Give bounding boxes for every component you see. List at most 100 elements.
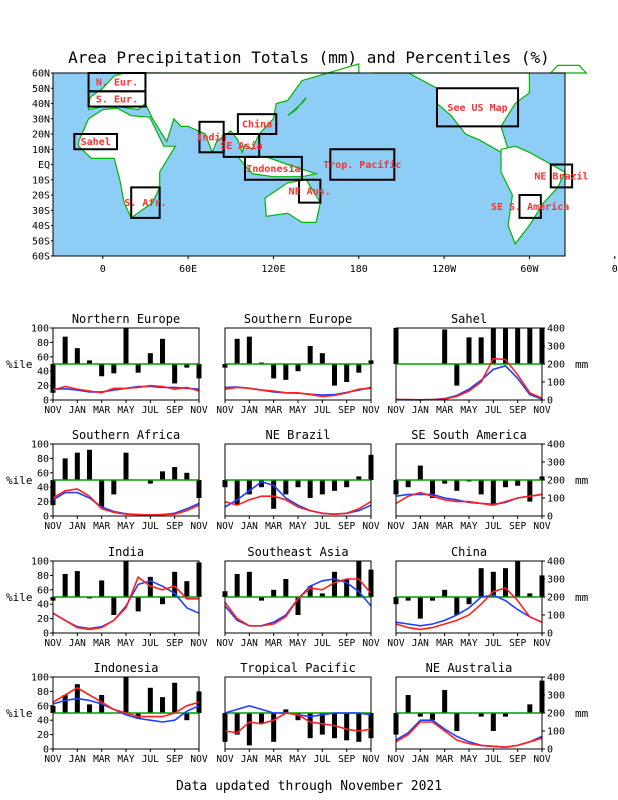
percentile-bar xyxy=(295,597,301,615)
region-map: 60N 50N 40N 30N 20N 10N EQ 10S 20S 30S 40S 50S 60S 0… xyxy=(32,63,618,275)
pct-tick-label: 40 xyxy=(37,483,49,494)
mm-tick-label: 0 xyxy=(547,745,553,756)
percentile-bar xyxy=(527,328,533,364)
percentile-bar xyxy=(87,704,92,713)
mm-axis-label: mm xyxy=(575,474,589,487)
percentile-bar xyxy=(490,328,496,364)
month-tick-label: MAR xyxy=(93,405,110,416)
lon-tick-label: 0 xyxy=(612,264,618,275)
month-tick-label: MAR xyxy=(265,754,282,765)
month-tick-label: NOV xyxy=(387,638,404,649)
map-lat-labels: 60N 50N 40N 30N 20N 10N EQ 10S 20S 30S 40S 50S 60S xyxy=(32,69,53,263)
mm-tick-label: 300 xyxy=(547,691,565,702)
percentile-bar xyxy=(430,713,435,721)
lat-tick-label: EQ xyxy=(38,160,50,171)
mm-axis-label: mm xyxy=(575,358,589,371)
region-box xyxy=(549,163,574,189)
month-tick-label: NOV xyxy=(362,405,379,416)
percentile-bar xyxy=(319,353,325,364)
month-tick-label: MAR xyxy=(436,521,453,532)
land-shape xyxy=(549,64,588,74)
percentile-bar xyxy=(246,571,252,597)
percentile-bar xyxy=(478,713,484,717)
month-tick-label: MAY xyxy=(117,754,134,765)
percentile-bar xyxy=(405,695,411,713)
percentile-bar xyxy=(405,597,411,601)
percentile-bar xyxy=(271,364,277,379)
month-tick-label: SEP xyxy=(166,405,183,416)
observed-precip-line xyxy=(224,578,372,627)
percentile-bar xyxy=(99,580,105,597)
percentile-bar xyxy=(527,480,533,502)
percentile-bar xyxy=(123,561,129,597)
month-tick-label: MAY xyxy=(289,405,306,416)
pct-axis-label: %ile xyxy=(6,358,33,371)
percentile-bar xyxy=(430,597,435,601)
percentile-bar xyxy=(99,480,105,508)
pct-tick-label: 20 xyxy=(37,381,49,392)
month-tick-label: NOV xyxy=(190,638,207,649)
lon-tick-label: 180 xyxy=(350,264,368,275)
pct-tick-label: 40 xyxy=(37,716,49,727)
panel-title: Sahel xyxy=(451,312,487,326)
region-box xyxy=(329,148,396,181)
month-tick-label: NOV xyxy=(190,405,207,416)
month-tick-label: JUL xyxy=(142,521,159,532)
normal-precip-line xyxy=(395,364,543,401)
month-tick-label: MAR xyxy=(265,405,282,416)
percentile-bar xyxy=(417,713,423,717)
percentile-bar xyxy=(160,471,165,480)
lat-tick-label: 60N xyxy=(32,69,50,80)
month-tick-label: MAR xyxy=(93,521,110,532)
pct-tick-label: 0 xyxy=(43,396,49,407)
lat-tick-label: 30N xyxy=(32,114,50,125)
month-tick-label: NOV xyxy=(190,754,207,765)
percentile-bar xyxy=(454,597,460,615)
percentile-bar xyxy=(307,480,313,498)
lon-tick-label: 120E xyxy=(261,264,285,275)
percentile-bar xyxy=(111,364,117,374)
percentile-bar xyxy=(283,480,289,495)
percentile-bar xyxy=(246,480,252,495)
percentile-bar xyxy=(356,364,362,373)
month-tick-label: MAY xyxy=(460,405,477,416)
panel-tropical-pacific: Tropical Pacific NOV JAN MAR MAY JUL SEP NOV xyxy=(216,661,379,765)
mm-axis-label: mm xyxy=(575,591,589,604)
lat-tick-label: 50N xyxy=(32,84,50,95)
month-tick-label: MAY xyxy=(289,521,306,532)
pct-tick-label: 80 xyxy=(37,687,49,698)
month-tick-label: JUL xyxy=(485,405,502,416)
percentile-bar xyxy=(147,687,153,713)
month-tick-label: NOV xyxy=(533,405,550,416)
percentile-bar xyxy=(356,713,362,742)
observed-precip-line xyxy=(224,712,372,734)
month-tick-label: NOV xyxy=(362,521,379,532)
region-label: Sahel xyxy=(81,137,111,148)
month-tick-label: SEP xyxy=(338,405,355,416)
percentile-bar xyxy=(319,480,325,495)
percentile-bar xyxy=(246,336,252,364)
month-tick-label: SEP xyxy=(338,754,355,765)
pct-tick-label: 60 xyxy=(37,701,49,712)
mm-tick-label: 0 xyxy=(547,629,553,640)
month-tick-label: JUL xyxy=(314,521,331,532)
month-tick-label: SEP xyxy=(338,638,355,649)
percentile-bar xyxy=(234,338,240,364)
mm-tick-label: 300 xyxy=(547,342,565,353)
month-tick-label: JAN xyxy=(69,754,86,765)
percentile-bar xyxy=(99,364,105,377)
percentile-bar xyxy=(417,597,423,619)
percentile-bar xyxy=(466,597,472,605)
percentile-bar xyxy=(87,360,92,364)
percentile-bar xyxy=(344,579,350,597)
panel-title: Tropical Pacific xyxy=(240,661,356,675)
month-tick-label: MAR xyxy=(93,754,110,765)
percentile-bar xyxy=(319,593,325,597)
month-tick-label: JAN xyxy=(69,638,86,649)
region-label: SE Asia xyxy=(220,140,262,152)
percentile-bar xyxy=(135,597,141,612)
percentile-bar xyxy=(307,586,313,597)
